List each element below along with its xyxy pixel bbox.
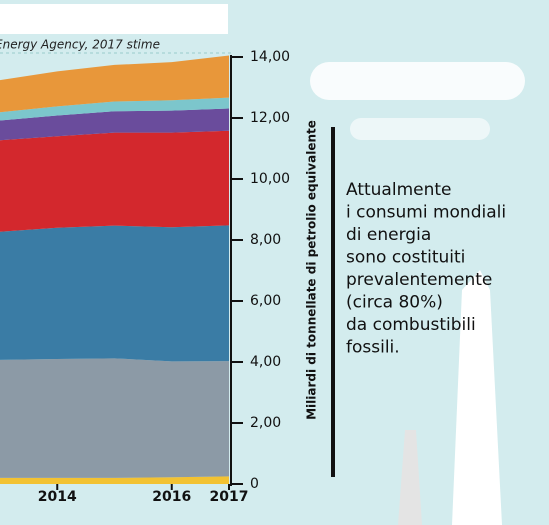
area [0, 225, 229, 362]
y-axis-title: Miliardi di tonnellate di petrolio equiv… [305, 120, 319, 420]
area [0, 108, 229, 141]
source: Energy Agency, 2017 stime [0, 38, 160, 52]
y-tick-label: 4,00 [250, 354, 281, 370]
y-tick-label: 8,00 [250, 232, 281, 248]
y-tick-label: 12,00 [250, 110, 290, 126]
source-box [0, 4, 228, 34]
y-tick-label: 10,00 [250, 171, 290, 187]
area [0, 97, 229, 121]
area [0, 130, 229, 232]
x-tick-label: 2017 [210, 489, 249, 505]
annotation-line: di energia [346, 225, 431, 245]
x-tick-label: 2016 [152, 489, 191, 505]
area [0, 55, 229, 113]
y-tick-label: 0 [250, 476, 259, 492]
y-tick-label: 6,00 [250, 293, 281, 309]
annotation-line: i consumi mondiali [346, 203, 506, 223]
annotation-line: fossili. [346, 338, 400, 358]
bracket [331, 127, 335, 477]
background-art [310, 62, 525, 525]
area [0, 358, 229, 478]
annotation-line: (circa 80%) [346, 293, 443, 313]
y-tick-label: 2,00 [250, 415, 281, 431]
annotation-line: prevalentemente [346, 270, 492, 290]
annotation-line: sono costituiti [346, 248, 465, 268]
y-tick-label: 14,00 [250, 49, 290, 65]
area [0, 476, 229, 484]
annotation-line: da combustibili [346, 315, 476, 335]
x-tick-label: 2014 [38, 489, 77, 505]
annotation-line: Attualmente [346, 180, 452, 200]
